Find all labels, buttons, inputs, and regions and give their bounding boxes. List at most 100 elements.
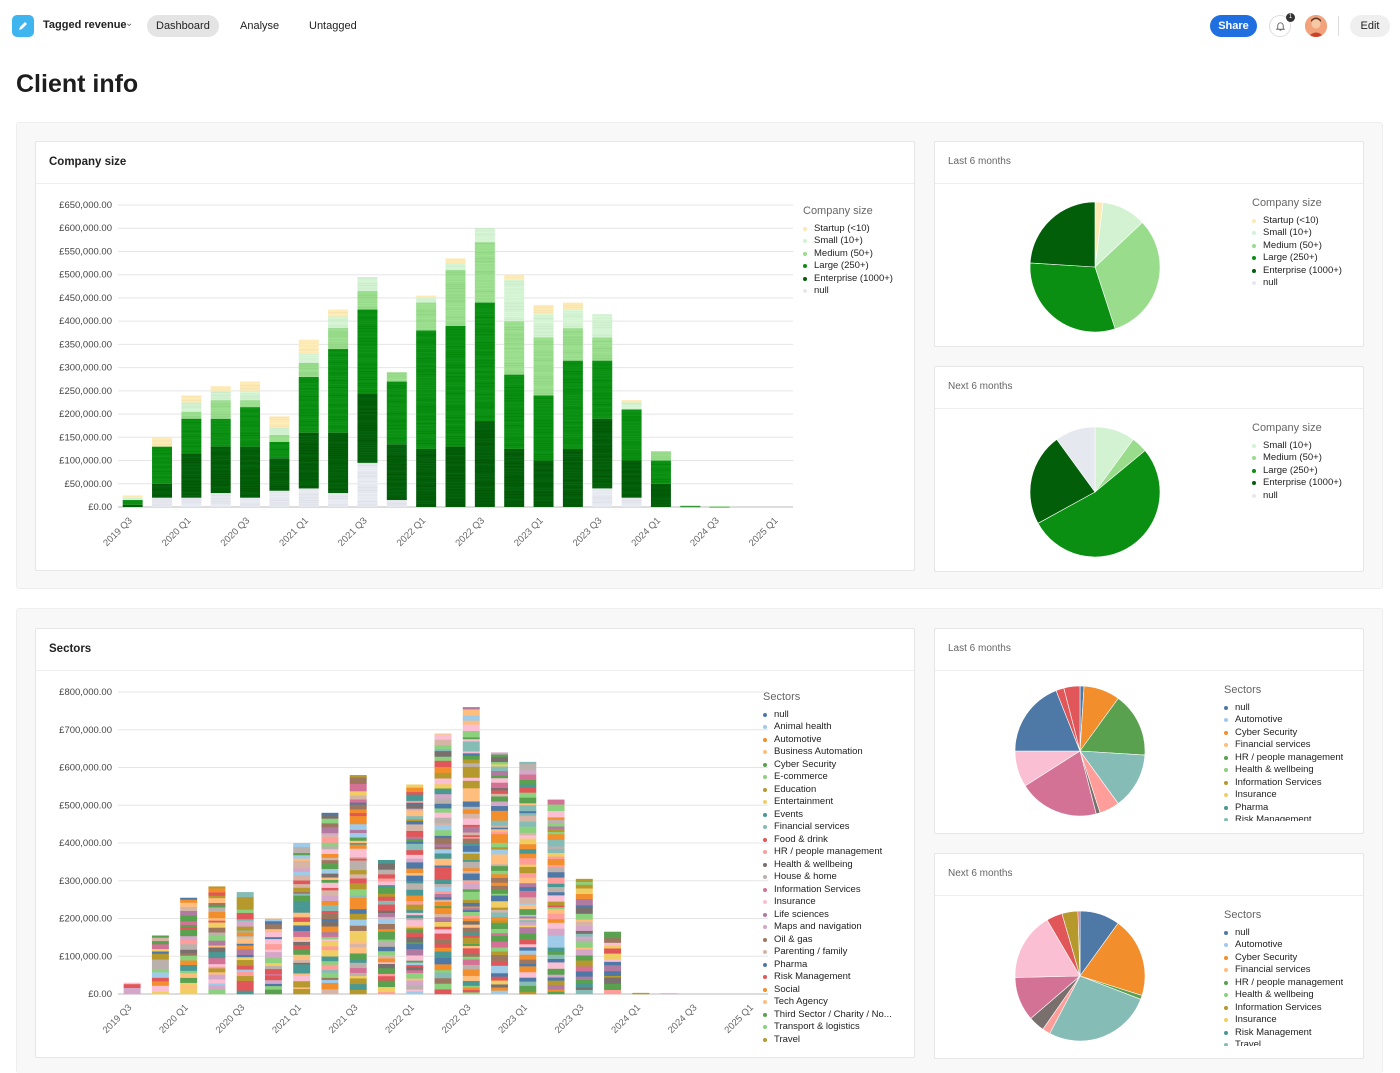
- legend-item[interactable]: Pharma: [1224, 802, 1343, 815]
- legend-dot-icon: [763, 1000, 767, 1005]
- chevron-down-icon[interactable]: ⌄: [125, 18, 134, 29]
- legend-item[interactable]: E-commerce: [763, 771, 892, 784]
- bar-segment: [519, 810, 537, 814]
- legend-item[interactable]: Medium (50+): [1252, 452, 1342, 465]
- sectors-last6-legend[interactable]: Sectors null Automotive Cyber Security Fina…: [1224, 684, 1343, 821]
- legend-item[interactable]: Animal health: [763, 721, 892, 734]
- legend-item[interactable]: HR / people management: [1224, 977, 1343, 990]
- bar-segment: [462, 724, 480, 732]
- legend-item[interactable]: Small (10+): [803, 235, 893, 248]
- legend-item[interactable]: Small (10+): [1252, 227, 1342, 240]
- legend-item[interactable]: Enterprise (1000+): [1252, 477, 1342, 490]
- tab-dashboard[interactable]: Dashboard: [147, 15, 219, 37]
- bar-segment: [321, 921, 339, 927]
- legend-item[interactable]: Enterprise (1000+): [1252, 265, 1342, 278]
- share-button[interactable]: Share: [1210, 15, 1257, 37]
- legend-item[interactable]: Tech Agency: [763, 996, 892, 1009]
- bar-rect: [240, 400, 261, 408]
- legend-item[interactable]: Pharma: [763, 959, 892, 972]
- legend-item[interactable]: Health & wellbeing: [1224, 764, 1343, 777]
- bar-rect: [445, 446, 466, 507]
- tab-analyse[interactable]: Analyse: [240, 20, 280, 32]
- legend-item[interactable]: Insurance: [1224, 1014, 1343, 1027]
- legend-item[interactable]: null: [803, 285, 893, 298]
- legend-item[interactable]: Risk Management: [1224, 814, 1343, 821]
- bar-segment: [378, 975, 395, 981]
- legend-item[interactable]: Automotive: [1224, 714, 1343, 727]
- avatar[interactable]: [1305, 15, 1327, 37]
- legend-item[interactable]: Enterprise (1000+): [803, 273, 893, 286]
- legend-item[interactable]: Large (250+): [803, 260, 893, 273]
- bar-segment: [547, 908, 565, 914]
- legend-item[interactable]: Social: [763, 984, 892, 997]
- bar-segment: [434, 901, 452, 904]
- legend-item[interactable]: Third Sector / Charity / No...: [763, 1009, 892, 1022]
- bar-segment: [462, 834, 480, 838]
- legend-item[interactable]: Health & wellbeing: [1224, 989, 1343, 1002]
- edit-button[interactable]: Edit: [1350, 15, 1390, 37]
- bell-icon[interactable]: [1269, 15, 1291, 37]
- legend-item[interactable]: Startup (<10): [1252, 215, 1342, 228]
- bar-segment: [180, 953, 198, 956]
- legend-item[interactable]: Health & wellbeing: [763, 859, 892, 872]
- legend-item[interactable]: Insurance: [763, 896, 892, 909]
- legend-item[interactable]: Financial services: [1224, 964, 1343, 977]
- legend-item[interactable]: Automotive: [763, 734, 892, 747]
- legend-item[interactable]: Cyber Security: [763, 759, 892, 772]
- legend-item[interactable]: HR / people management: [1224, 752, 1343, 765]
- legend-item[interactable]: Risk Management: [763, 971, 892, 984]
- legend-item[interactable]: Education: [763, 784, 892, 797]
- legend-item[interactable]: Entertainment: [763, 796, 892, 809]
- legend-item[interactable]: Insurance: [1224, 789, 1343, 802]
- legend-item[interactable]: Large (250+): [1252, 465, 1342, 478]
- legend-item[interactable]: null: [1224, 702, 1343, 715]
- legend-item[interactable]: Financial services: [1224, 739, 1343, 752]
- app-logo-icon[interactable]: [12, 15, 34, 37]
- app-name[interactable]: Tagged revenue: [43, 19, 127, 31]
- legend-item[interactable]: Startup (<10): [803, 223, 893, 236]
- legend-item[interactable]: Financial services: [763, 821, 892, 834]
- legend-item[interactable]: House & home: [763, 871, 892, 884]
- bar-segment: [269, 428, 290, 435]
- legend-item[interactable]: null: [1252, 277, 1342, 290]
- bar-segment: [547, 962, 565, 969]
- legend-item[interactable]: Transport & logistics: [763, 1021, 892, 1034]
- legend-item[interactable]: Life sciences: [763, 909, 892, 922]
- legend-item[interactable]: Information Services: [763, 884, 892, 897]
- bar-segment: [406, 889, 424, 896]
- bar-segment: [547, 941, 565, 948]
- x-tick-label: 2020 Q3: [214, 1002, 248, 1036]
- legend-item[interactable]: Information Services: [1224, 777, 1343, 790]
- legend-item[interactable]: Oil & gas: [763, 934, 892, 947]
- bar-segment: [491, 833, 508, 839]
- legend-item[interactable]: HR / people management: [763, 846, 892, 859]
- legend-item[interactable]: Travel: [1224, 1039, 1343, 1046]
- bar-segment: [491, 909, 508, 913]
- bar-segment: [406, 917, 424, 921]
- legend-item[interactable]: Small (10+): [1252, 440, 1342, 453]
- legend-item[interactable]: Large (250+): [1252, 252, 1342, 265]
- bar-segment: [592, 337, 613, 361]
- legend-item[interactable]: Cyber Security: [1224, 727, 1343, 740]
- legend-item[interactable]: null: [763, 709, 892, 722]
- legend-dot-icon: [1252, 468, 1256, 473]
- legend-item[interactable]: Food & drink: [763, 834, 892, 847]
- legend-item[interactable]: Travel: [763, 1034, 892, 1047]
- pie-slice: [1029, 438, 1096, 524]
- legend-item[interactable]: Medium (50+): [1252, 240, 1342, 253]
- legend-dot-icon: [1252, 281, 1256, 286]
- legend-item[interactable]: null: [1252, 490, 1342, 503]
- tab-untagged[interactable]: Untagged: [309, 20, 357, 32]
- legend-item[interactable]: Risk Management: [1224, 1027, 1343, 1040]
- legend-item[interactable]: Parenting / family: [763, 946, 892, 959]
- legend-item[interactable]: Information Services: [1224, 1002, 1343, 1015]
- legend-item[interactable]: Automotive: [1224, 939, 1343, 952]
- legend-item[interactable]: Maps and navigation: [763, 921, 892, 934]
- legend-label: Medium (50+): [814, 247, 873, 259]
- sectors-next6-legend[interactable]: Sectors null Automotive Cyber Security Fina…: [1224, 909, 1343, 1046]
- legend-item[interactable]: Events: [763, 809, 892, 822]
- legend-item[interactable]: Cyber Security: [1224, 952, 1343, 965]
- legend-item[interactable]: Business Automation: [763, 746, 892, 759]
- legend-item[interactable]: Medium (50+): [803, 248, 893, 261]
- legend-item[interactable]: null: [1224, 927, 1343, 940]
